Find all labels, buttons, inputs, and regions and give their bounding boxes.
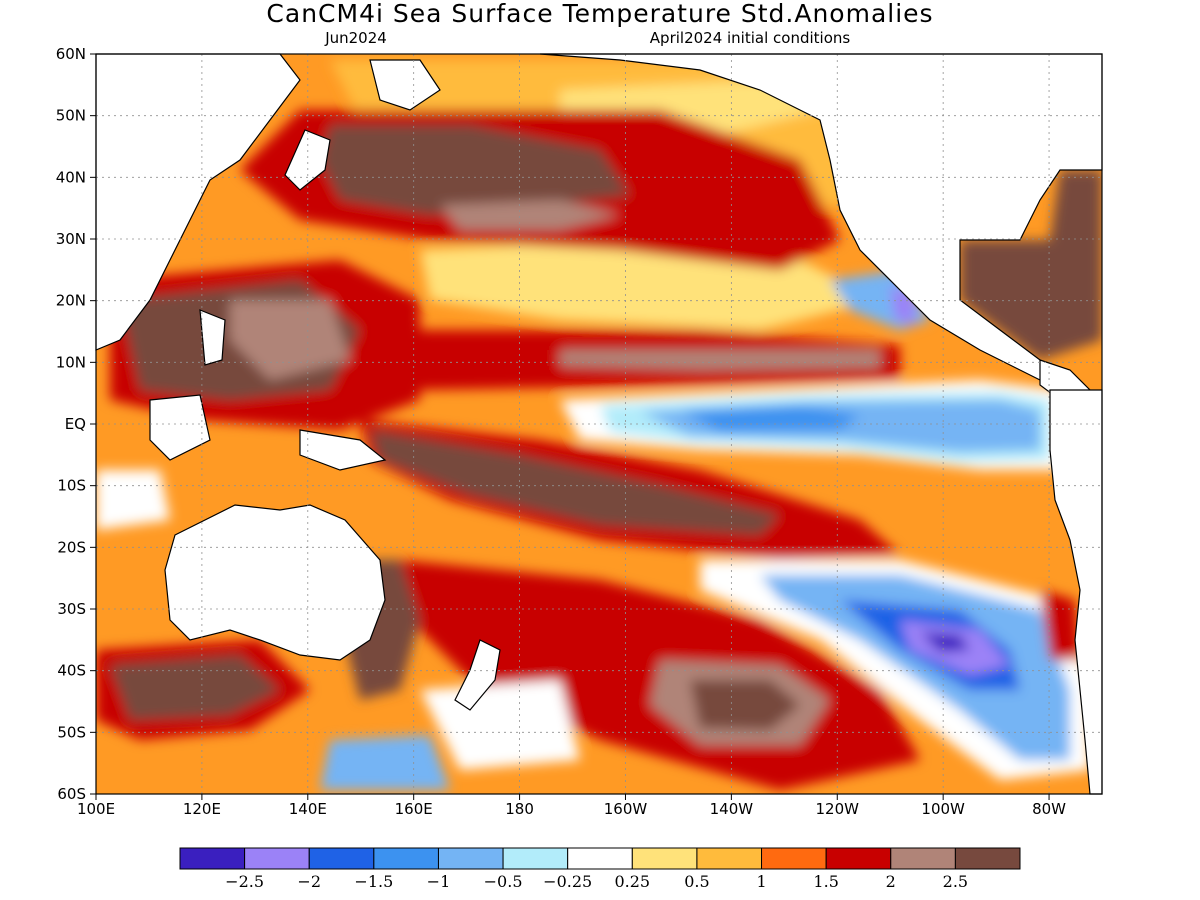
lat-tick-label: 30N	[56, 230, 86, 248]
map-title: CanCM4i Sea Surface Temperature Std.Anom…	[266, 0, 934, 28]
lat-tick-label: 40N	[56, 168, 86, 186]
colorbar-swatch	[437, 847, 504, 870]
lat-tick-label: 10S	[57, 477, 86, 495]
anomaly-region	[920, 632, 970, 652]
colorbar-swatch	[890, 847, 956, 870]
land-new-guinea	[299, 429, 387, 471]
colorbar-label: −2.5	[225, 872, 264, 891]
plot-area	[95, 53, 1103, 795]
axis-ticks: 60N50N40N30N20N10NEQ10S20S30S40S50S60S10…	[56, 45, 1066, 818]
colorbar-swatch	[631, 847, 698, 870]
colorbar-label: 2.5	[943, 872, 968, 891]
land-asia	[95, 53, 301, 351]
lon-tick-label: 140E	[289, 800, 327, 818]
colorbar-label: 2	[886, 872, 896, 891]
lon-tick-label: 100E	[77, 800, 115, 818]
colorbar-label: −1	[427, 872, 451, 891]
lat-tick-label: 50S	[57, 723, 86, 741]
colorbar-label: −1.5	[354, 872, 393, 891]
lat-tick-label: 10N	[56, 353, 86, 371]
colorbar-swatch	[179, 847, 246, 870]
anomaly-region	[320, 125, 630, 215]
lon-tick-label: 140W	[710, 800, 754, 818]
colorbar-swatch	[954, 847, 1021, 870]
lat-tick-label: 60N	[56, 45, 86, 63]
lat-tick-label: 50N	[56, 107, 86, 125]
lon-tick-label: 120W	[816, 800, 860, 818]
lat-tick-label: 20N	[56, 292, 86, 310]
colorbar: −2.5 −2 −1.5 −1 −0.5 −0.25 0.25 0.5 1 1.5 2 2.5	[179, 847, 1021, 891]
lon-tick-label: 100W	[921, 800, 965, 818]
land-new-zealand	[454, 639, 501, 711]
land-philippines	[199, 309, 226, 366]
land-japan	[284, 129, 331, 191]
lon-tick-label: 160W	[604, 800, 648, 818]
colorbar-swatch	[308, 847, 375, 870]
land-kamchatka	[369, 59, 441, 111]
lat-tick-label: 60S	[57, 785, 86, 803]
colorbar-swatch	[696, 847, 763, 870]
anomaly-region	[680, 405, 860, 432]
anomaly-region	[1040, 590, 1080, 660]
lon-tick-label: 180	[505, 800, 534, 818]
forecast-month: Jun2024	[325, 29, 387, 47]
colorbar-label: −0.25	[543, 872, 592, 891]
anomaly-region	[560, 350, 880, 370]
colorbar-label: 0.5	[684, 872, 709, 891]
anomaly-region	[960, 240, 1102, 360]
anomaly-region	[320, 735, 450, 790]
land-australia	[164, 504, 386, 661]
anomaly-region	[96, 470, 170, 530]
land-borneo	[149, 394, 211, 461]
colorbar-swatch	[567, 847, 633, 870]
colorbar-label: 1	[756, 872, 766, 891]
colorbar-swatch	[761, 847, 827, 870]
anomaly-region	[110, 655, 280, 720]
lon-tick-label: 160E	[395, 800, 433, 818]
anomaly-region	[760, 575, 1070, 760]
colorbar-swatch	[373, 847, 439, 870]
colorbar-label: −2	[297, 872, 321, 891]
lon-tick-label: 120E	[183, 800, 221, 818]
colorbar-swatch	[502, 847, 569, 870]
colorbar-label: 1.5	[813, 872, 838, 891]
anomaly-region	[440, 200, 620, 230]
colorbar-swatch	[244, 847, 310, 870]
colorbar-label: −0.5	[484, 872, 523, 891]
lon-tick-label: 80W	[1032, 800, 1066, 818]
lat-tick-label: 20S	[57, 538, 86, 556]
anomaly-region	[690, 680, 800, 730]
anomaly-region	[370, 430, 780, 535]
colorbar-label: 0.25	[614, 872, 650, 891]
lat-tick-label: 40S	[57, 662, 86, 680]
initial-conditions-label: April2024 initial conditions	[649, 29, 851, 47]
lat-tick-label: 30S	[57, 600, 86, 618]
anomaly-region	[230, 300, 350, 380]
colorbar-swatch	[825, 847, 892, 870]
anomaly-region	[1050, 170, 1102, 240]
land-masses	[95, 53, 1103, 795]
lat-tick-label: EQ	[65, 415, 86, 433]
